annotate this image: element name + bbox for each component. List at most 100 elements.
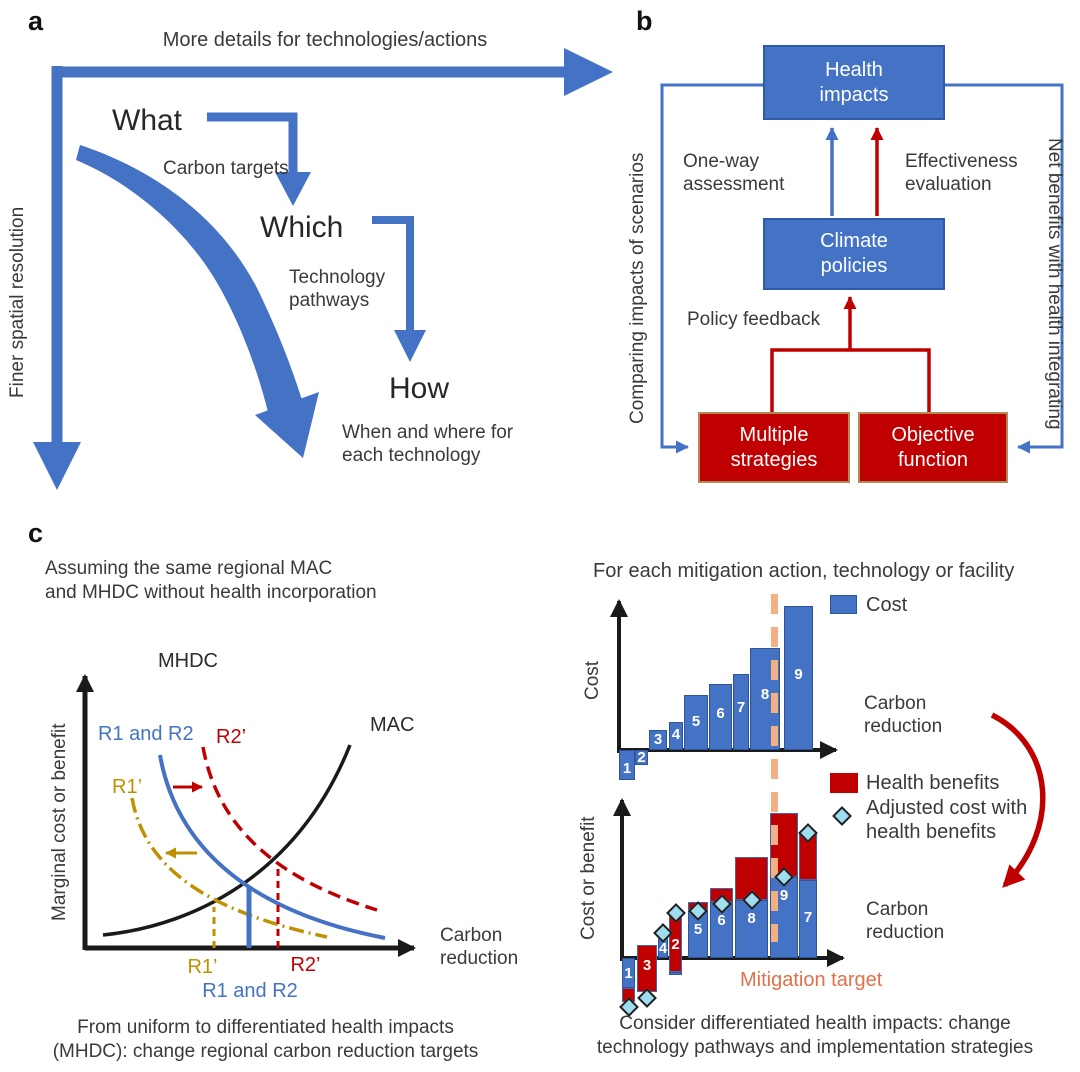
- bar-number-4: 4: [658, 940, 668, 957]
- panel-b-label: b: [636, 6, 653, 36]
- bar-number-7: 7: [736, 699, 746, 716]
- panel-c-label: c: [28, 518, 44, 548]
- top-chart-x-axis-title: Carbon reduction: [864, 693, 943, 738]
- mac-mhdc-title-line2: and MHDC without health incorporation: [45, 582, 377, 603]
- top-bar-chart-axes: [610, 599, 838, 759]
- panel-a-label: a: [28, 6, 44, 36]
- bar-number-3: 3: [642, 957, 652, 974]
- r1-r2-curve: [158, 754, 386, 940]
- left-caption-line2: (MHDC): change regional carbon reduction…: [52, 1041, 479, 1062]
- climate-policies-box-label: Climate policies: [820, 230, 888, 277]
- right-caption-line2: technology pathways and implementation s…: [596, 1037, 1034, 1058]
- bar-3-cost-segment: [649, 730, 667, 750]
- iteration-curved-arrow: [990, 712, 1046, 888]
- iteration-curved-arrow-path: [990, 712, 1046, 888]
- left-caption-line1: From uniform to differentiated health im…: [77, 1017, 454, 1038]
- what-to-which-arrowhead-icon: [275, 172, 311, 206]
- health-impacts-box: Health impacts: [763, 45, 945, 120]
- health-benefits-legend-swatch: [830, 773, 858, 793]
- bar-number-8: 8: [747, 910, 756, 927]
- bottom-chart-x-axis-title: Carbon reduction: [866, 899, 945, 944]
- mac-mhdc-title-line1: Assuming the same regional MAC: [45, 558, 333, 579]
- r2-prime-curve-label: R2’: [216, 726, 247, 748]
- bar-7-cost-segment: [733, 674, 749, 750]
- bar-number-2: 2: [671, 936, 680, 953]
- left-chart-y-axis-title: Marginal cost or benefit: [49, 723, 70, 922]
- mac-curve-label: MAC: [370, 714, 415, 736]
- bar-number-6: 6: [717, 912, 726, 929]
- adjusted-cost-legend-label: Adjusted cost with health benefits: [866, 797, 1028, 844]
- bar-1-cost-segment: [622, 958, 635, 988]
- step-which-subtitle: Technology pathways: [289, 267, 386, 312]
- cost-legend-label: Cost: [866, 594, 908, 616]
- effectiveness-evaluation-label: Effectiveness evaluation: [905, 151, 1018, 196]
- panel-a-y-axis-title: Finer spatial resolution: [7, 206, 28, 399]
- policy-feedback-bracket: [770, 348, 931, 412]
- curved-swoosh-arrow: [76, 145, 302, 412]
- r1-prime-curve: [130, 797, 328, 939]
- top-chart-y-axis-title: Cost: [582, 660, 603, 700]
- scenario-comparison-left-connector: [660, 83, 763, 454]
- mhdc-curve-label: MHDC: [158, 650, 218, 672]
- r2-prime-tick-label: R2’: [290, 954, 321, 976]
- bottom-chart-y-axis-title: Cost or benefit: [578, 816, 599, 940]
- bar-4-cost-segment: [669, 722, 683, 750]
- bar-number-8: 8: [760, 686, 770, 703]
- bar-number-1: 1: [622, 760, 632, 777]
- panel-a-arrows: [33, 48, 613, 490]
- step-how-subtitle: When and where for each technology: [342, 422, 514, 467]
- bar-number-4: 4: [671, 726, 681, 743]
- bar-number-9: 9: [779, 887, 789, 904]
- step-how-title: How: [389, 372, 450, 405]
- net-benefit-right-connector: [945, 83, 1064, 454]
- panel-a-x-axis-title: More details for technologies/actions: [162, 29, 488, 51]
- what-to-which-elbow-arrow: [207, 112, 298, 176]
- bar-number-6: 6: [716, 705, 725, 722]
- bottom-bar-chart-axes: [613, 798, 845, 967]
- right-charts-title: For each mitigation action, technology o…: [593, 560, 1015, 582]
- multiple-strategies-box-label: Multiple strategies: [730, 423, 818, 471]
- bar-2-cost-segment: [635, 750, 648, 765]
- which-to-how-arrowhead-icon: [394, 330, 426, 362]
- panel-b-connectors: [660, 83, 1064, 454]
- step-what-title: What: [112, 104, 183, 137]
- r1-r2-curve-label: R1 and R2: [98, 723, 194, 745]
- net-benefits-side-label: Net benefits with health integrating: [1044, 138, 1065, 430]
- cost-legend-swatch: [830, 595, 857, 614]
- r1-prime-curve-label: R1’: [112, 776, 143, 798]
- swoosh-arrowhead-icon: [255, 392, 319, 458]
- bar-1-cost-segment: [619, 750, 635, 780]
- bar-6-cost-segment: [709, 684, 732, 750]
- one-way-assessment-label: One-way assessment: [683, 151, 785, 196]
- r1-r2-tick-label: R1 and R2: [202, 980, 298, 1002]
- bar-7-cost-segment: [799, 880, 817, 958]
- bar-number-5: 5: [691, 713, 701, 730]
- step-which-title: Which: [260, 211, 344, 244]
- which-to-how-elbow-arrow: [372, 216, 414, 336]
- bar-number-9: 9: [794, 666, 803, 683]
- bar-number-1: 1: [624, 965, 633, 982]
- bar-5-cost-segment: [684, 695, 708, 750]
- step-what-subtitle: Carbon targets: [163, 158, 289, 179]
- bar-number-5: 5: [693, 921, 703, 938]
- y-axis-arrowhead-icon: [33, 442, 81, 490]
- right-caption-line1: Consider differentiated health impacts: …: [619, 1013, 1011, 1034]
- health-impacts-box-label: Health impacts: [819, 58, 889, 106]
- bar-2-cost-segment: [669, 972, 682, 975]
- mitigation-target-dashed-line: [771, 594, 778, 942]
- multiple-strategies-box: Multiple strategies: [698, 412, 850, 483]
- bar-number-3: 3: [653, 731, 663, 748]
- health-benefits-legend-label: Health benefits: [866, 772, 1000, 794]
- left-chart-x-axis-title: Carbon reduction: [440, 925, 519, 970]
- r1-prime-tick-label: R1’: [187, 956, 218, 978]
- bar-number-7: 7: [803, 909, 813, 926]
- comparing-impacts-side-label: Comparing impacts of scenarios: [627, 152, 648, 424]
- policy-feedback-label: Policy feedback: [687, 309, 821, 330]
- bar-9-cost-segment: [784, 606, 813, 750]
- bar-number-2: 2: [637, 749, 646, 766]
- objective-function-box-label: Objective function: [891, 423, 975, 471]
- mitigation-target-label: Mitigation target: [740, 969, 883, 991]
- r2-prime-curve: [201, 746, 378, 912]
